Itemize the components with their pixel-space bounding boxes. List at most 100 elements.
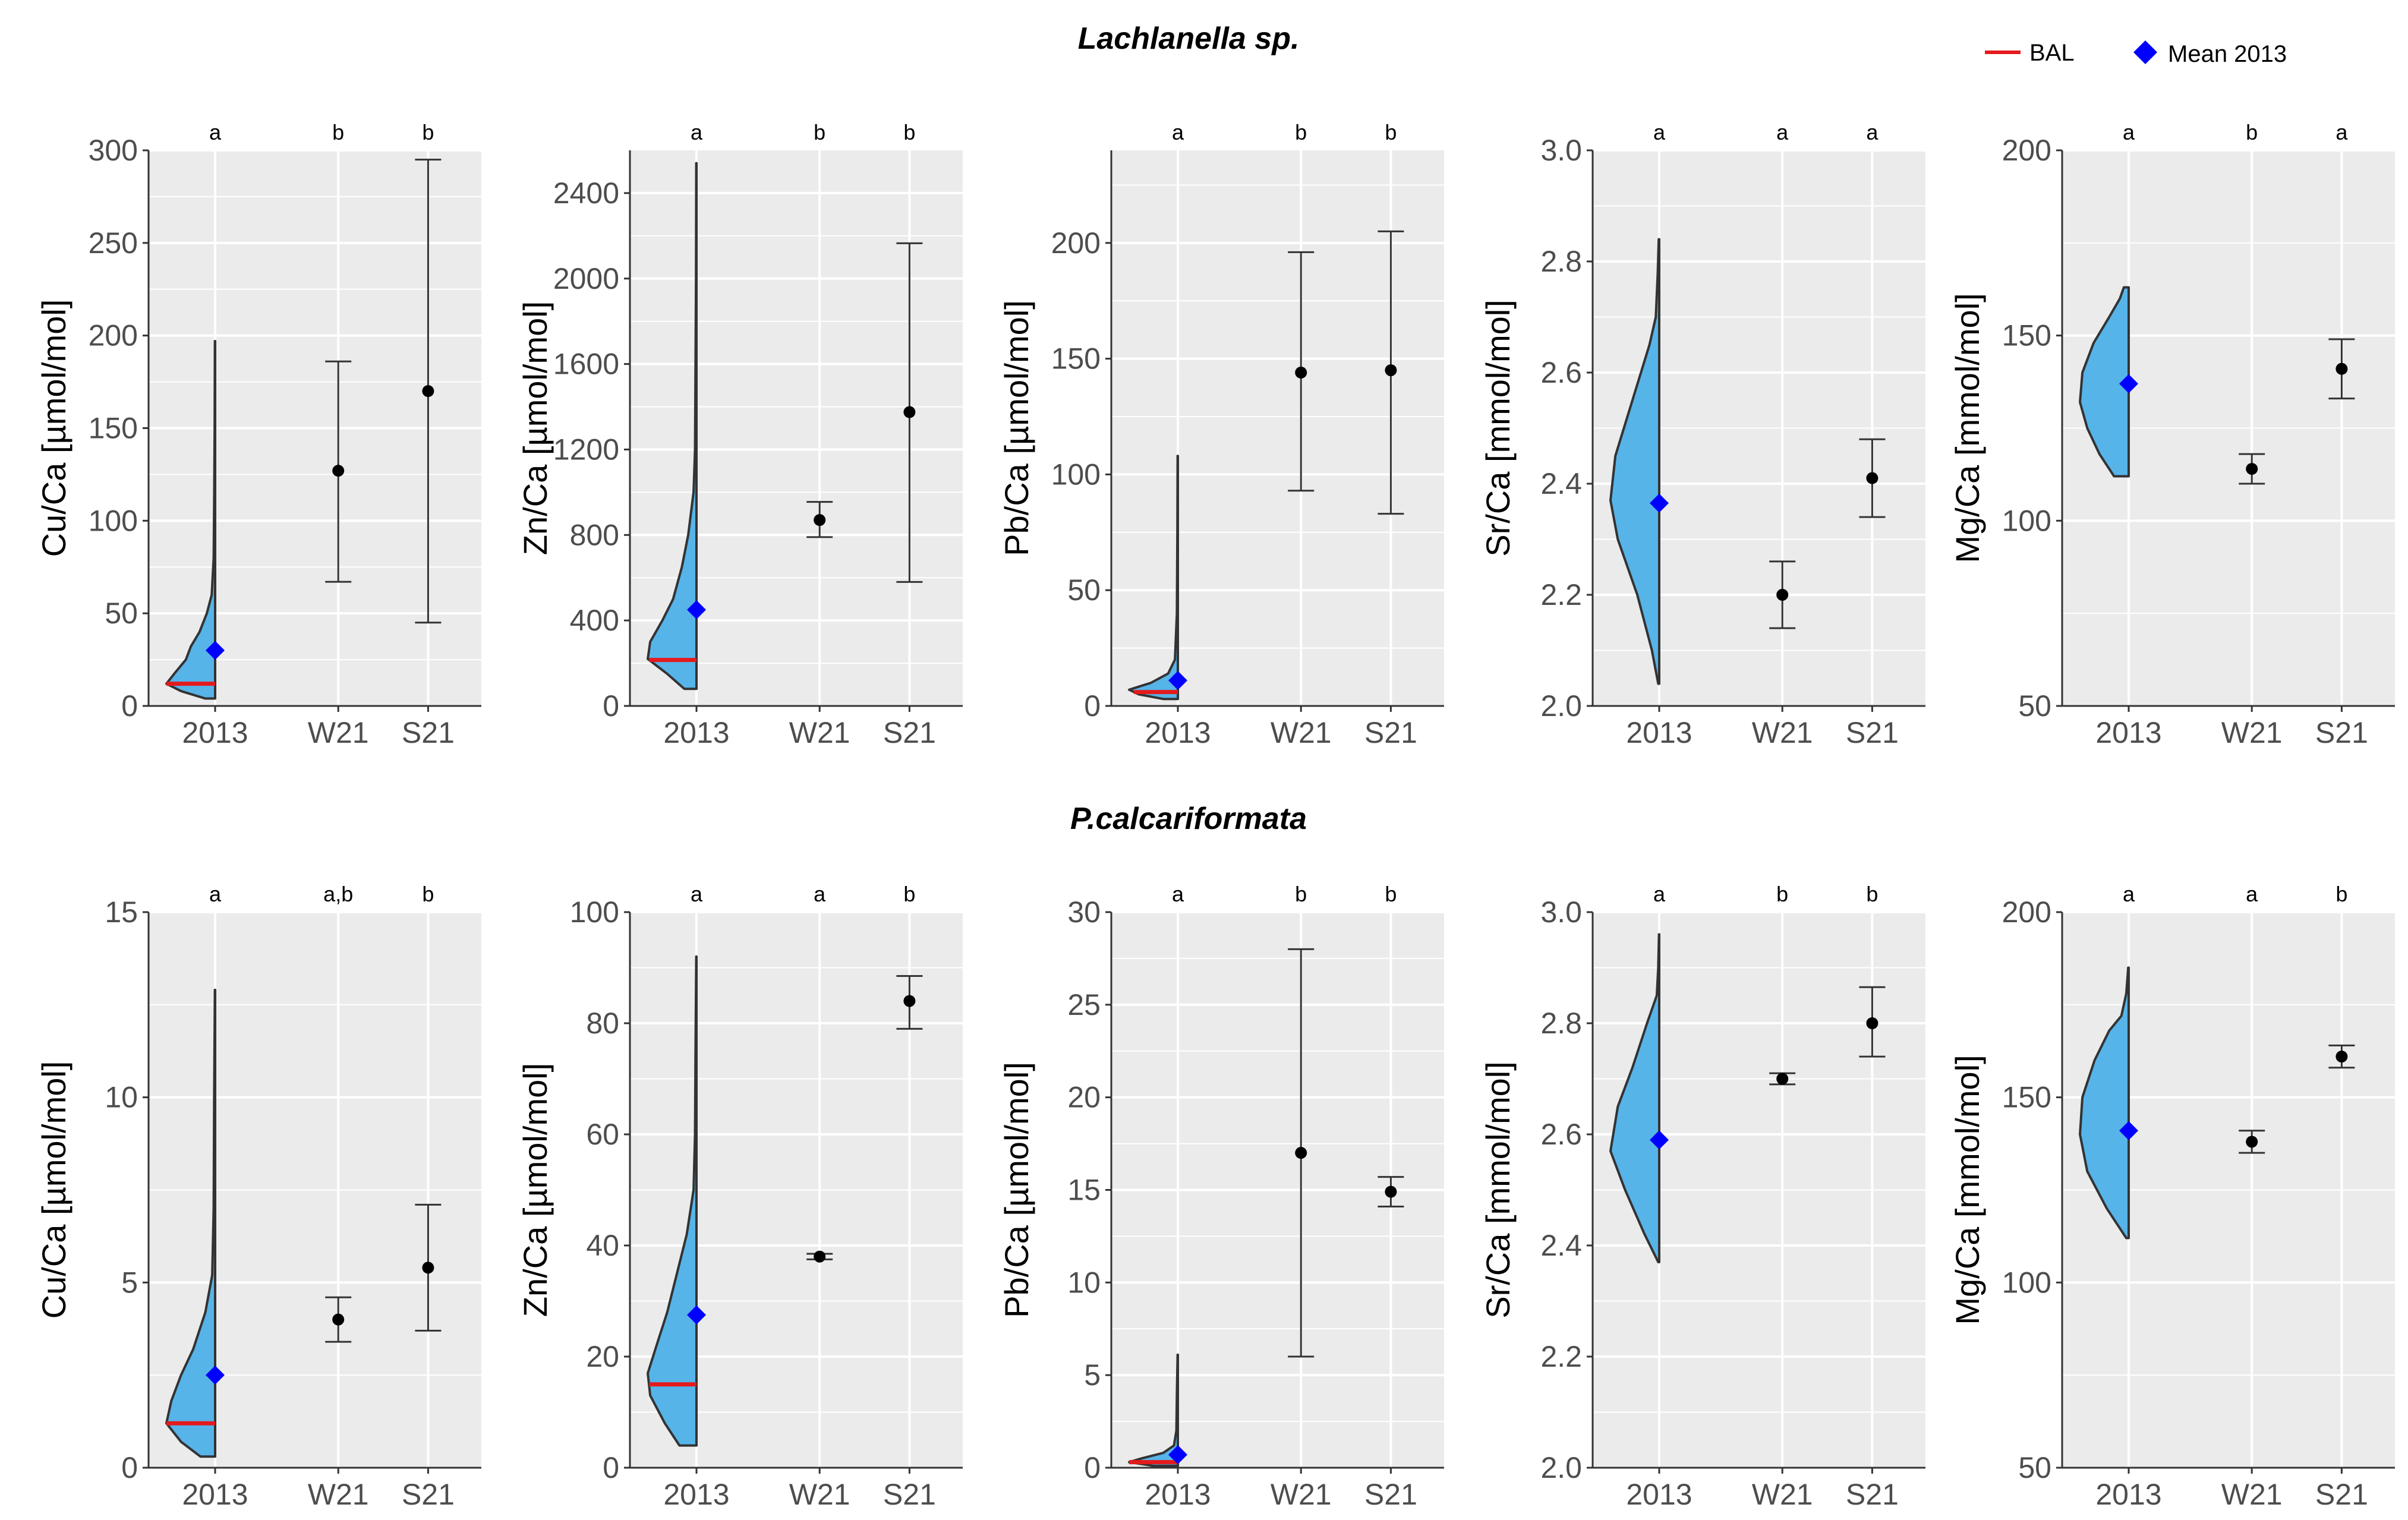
significance-letter: a,b [323, 882, 353, 906]
significance-letter: b [1295, 882, 1307, 906]
mean-point [2246, 1136, 2258, 1148]
x-tick-label: 2013 [1145, 716, 1211, 749]
y-tick-label: 400 [570, 604, 619, 637]
errorbar-W21 [2239, 453, 2265, 485]
significance-letter: b [1385, 120, 1397, 144]
significance-letter: a [691, 882, 703, 906]
y-axis-label: Pb/Ca [µmol/mol] [998, 1062, 1035, 1318]
mean-point [903, 995, 916, 1007]
y-tick-label: 0 [1084, 689, 1101, 723]
y-tick-label: 150 [2002, 319, 2051, 352]
mean-point [422, 1262, 434, 1274]
y-tick-label: 20 [586, 1340, 619, 1373]
y-tick-label: 5 [1084, 1358, 1101, 1392]
significance-letter: b [814, 120, 825, 144]
y-tick-label: 25 [1067, 988, 1101, 1021]
mean-point [1385, 364, 1397, 377]
y-tick-label: 2.4 [1540, 467, 1582, 500]
significance-letter: b [1776, 882, 1788, 906]
y-tick-label: 200 [89, 319, 138, 352]
y-tick-label: 200 [2002, 895, 2051, 929]
violin-2013 [165, 340, 216, 700]
y-tick-label: 3.0 [1540, 895, 1582, 929]
x-tick-label: 2013 [663, 1478, 729, 1511]
y-axis-label: Cu/Ca [µmol/mol] [35, 299, 73, 557]
x-tick-label: W21 [789, 716, 850, 749]
mean-2013-marker [206, 641, 225, 660]
panel-5: 0 5 10 15 2013 a W21 a,b S21 b Cu/Ca [µmol/mol] [35, 882, 481, 1511]
x-tick-label: 2013 [1626, 1478, 1692, 1511]
mean-point [903, 406, 916, 418]
y-tick-label: 10 [105, 1081, 138, 1114]
mean-point [1385, 1185, 1397, 1198]
y-tick-label: 100 [1051, 458, 1101, 491]
x-tick-label: 2013 [182, 1478, 248, 1511]
violin-2013 [1609, 933, 1660, 1264]
significance-letter: a [1172, 882, 1184, 906]
violin-2013 [165, 988, 216, 1458]
y-axis-label: Sr/Ca [mmol/mol] [1479, 299, 1517, 557]
significance-letter: b [903, 882, 915, 906]
x-tick-label: S21 [1364, 1478, 1417, 1511]
errorbar-S21 [415, 1203, 442, 1332]
x-tick-label: W21 [1752, 1478, 1813, 1511]
errorbar-S21 [2328, 1044, 2355, 1069]
panel-9: 50 100 150 200 2013 a W21 a S21 b Mg/Ca [mmol/mol] [1949, 882, 2395, 1511]
y-tick-label: 150 [89, 412, 138, 445]
violin-2013 [647, 162, 698, 690]
violin-2013 [647, 955, 698, 1447]
panel-background [1111, 150, 1444, 706]
x-tick-label: W21 [308, 1478, 369, 1511]
x-tick-label: 2013 [2095, 716, 2161, 749]
significance-letter: a [1776, 120, 1789, 144]
y-tick-label: 15 [1067, 1174, 1101, 1207]
y-tick-label: 20 [1067, 1081, 1101, 1114]
significance-letter: b [903, 120, 915, 144]
x-tick-label: 2013 [182, 716, 248, 749]
violin-2013 [1609, 238, 1660, 685]
x-tick-label: 2013 [2095, 1478, 2161, 1511]
mean-point [2246, 463, 2258, 475]
y-axis-label: Zn/Ca [µmol/mol] [516, 1063, 554, 1317]
x-tick-label: S21 [402, 716, 455, 749]
x-tick-label: W21 [308, 716, 369, 749]
significance-letter: b [1866, 882, 1878, 906]
x-tick-label: S21 [883, 716, 936, 749]
x-tick-label: S21 [402, 1478, 455, 1511]
y-tick-label: 2.2 [1540, 1340, 1582, 1373]
significance-letter: b [2335, 882, 2347, 906]
x-tick-label: W21 [1271, 716, 1332, 749]
y-tick-label: 50 [2018, 689, 2051, 723]
significance-letter: a [1653, 120, 1666, 144]
y-tick-label: 200 [1051, 226, 1101, 260]
significance-letter: b [2246, 120, 2258, 144]
y-tick-label: 2.8 [1540, 245, 1582, 278]
x-tick-label: W21 [789, 1478, 850, 1511]
errorbar-S21 [1378, 230, 1404, 515]
mean-point [332, 465, 345, 477]
significance-letter: b [422, 120, 434, 144]
panel-7: 0 5 10 15 20 25 30 2013 a W21 b S21 b Pb/Ca [µmol/mol… [998, 882, 1444, 1511]
errorbar-W21 [806, 1250, 833, 1263]
significance-letter: a [1653, 882, 1666, 906]
x-tick-label: S21 [1846, 716, 1899, 749]
errorbar-S21 [2328, 338, 2355, 400]
mean-point [814, 514, 826, 526]
panel-3: 2.0 2.2 2.4 2.6 2.8 3.0 2013 a W21 a S21 a Sr/Ca [mm… [1479, 120, 1925, 749]
y-tick-label: 3.0 [1540, 134, 1582, 167]
legend-mean-label: Mean 2013 [2168, 41, 2287, 67]
significance-letter: a [209, 120, 222, 144]
x-tick-label: S21 [2315, 1478, 2368, 1511]
mean-point [2335, 1051, 2348, 1063]
significance-letter: a [209, 882, 222, 906]
errorbar-W21 [325, 360, 352, 583]
significance-letter: b [1385, 882, 1397, 906]
y-tick-label: 100 [570, 895, 619, 929]
errorbar-W21 [1769, 1072, 1796, 1086]
significance-letter: b [1295, 120, 1307, 144]
y-tick-label: 1600 [553, 348, 619, 381]
mean-2013-marker [1168, 1445, 1187, 1465]
panel-6: 0 20 40 60 80 100 2013 a W21 a S21 b Zn/Ca [µmol/mol… [516, 882, 963, 1511]
y-tick-label: 2.0 [1540, 689, 1582, 723]
y-tick-label: 2400 [553, 176, 619, 210]
